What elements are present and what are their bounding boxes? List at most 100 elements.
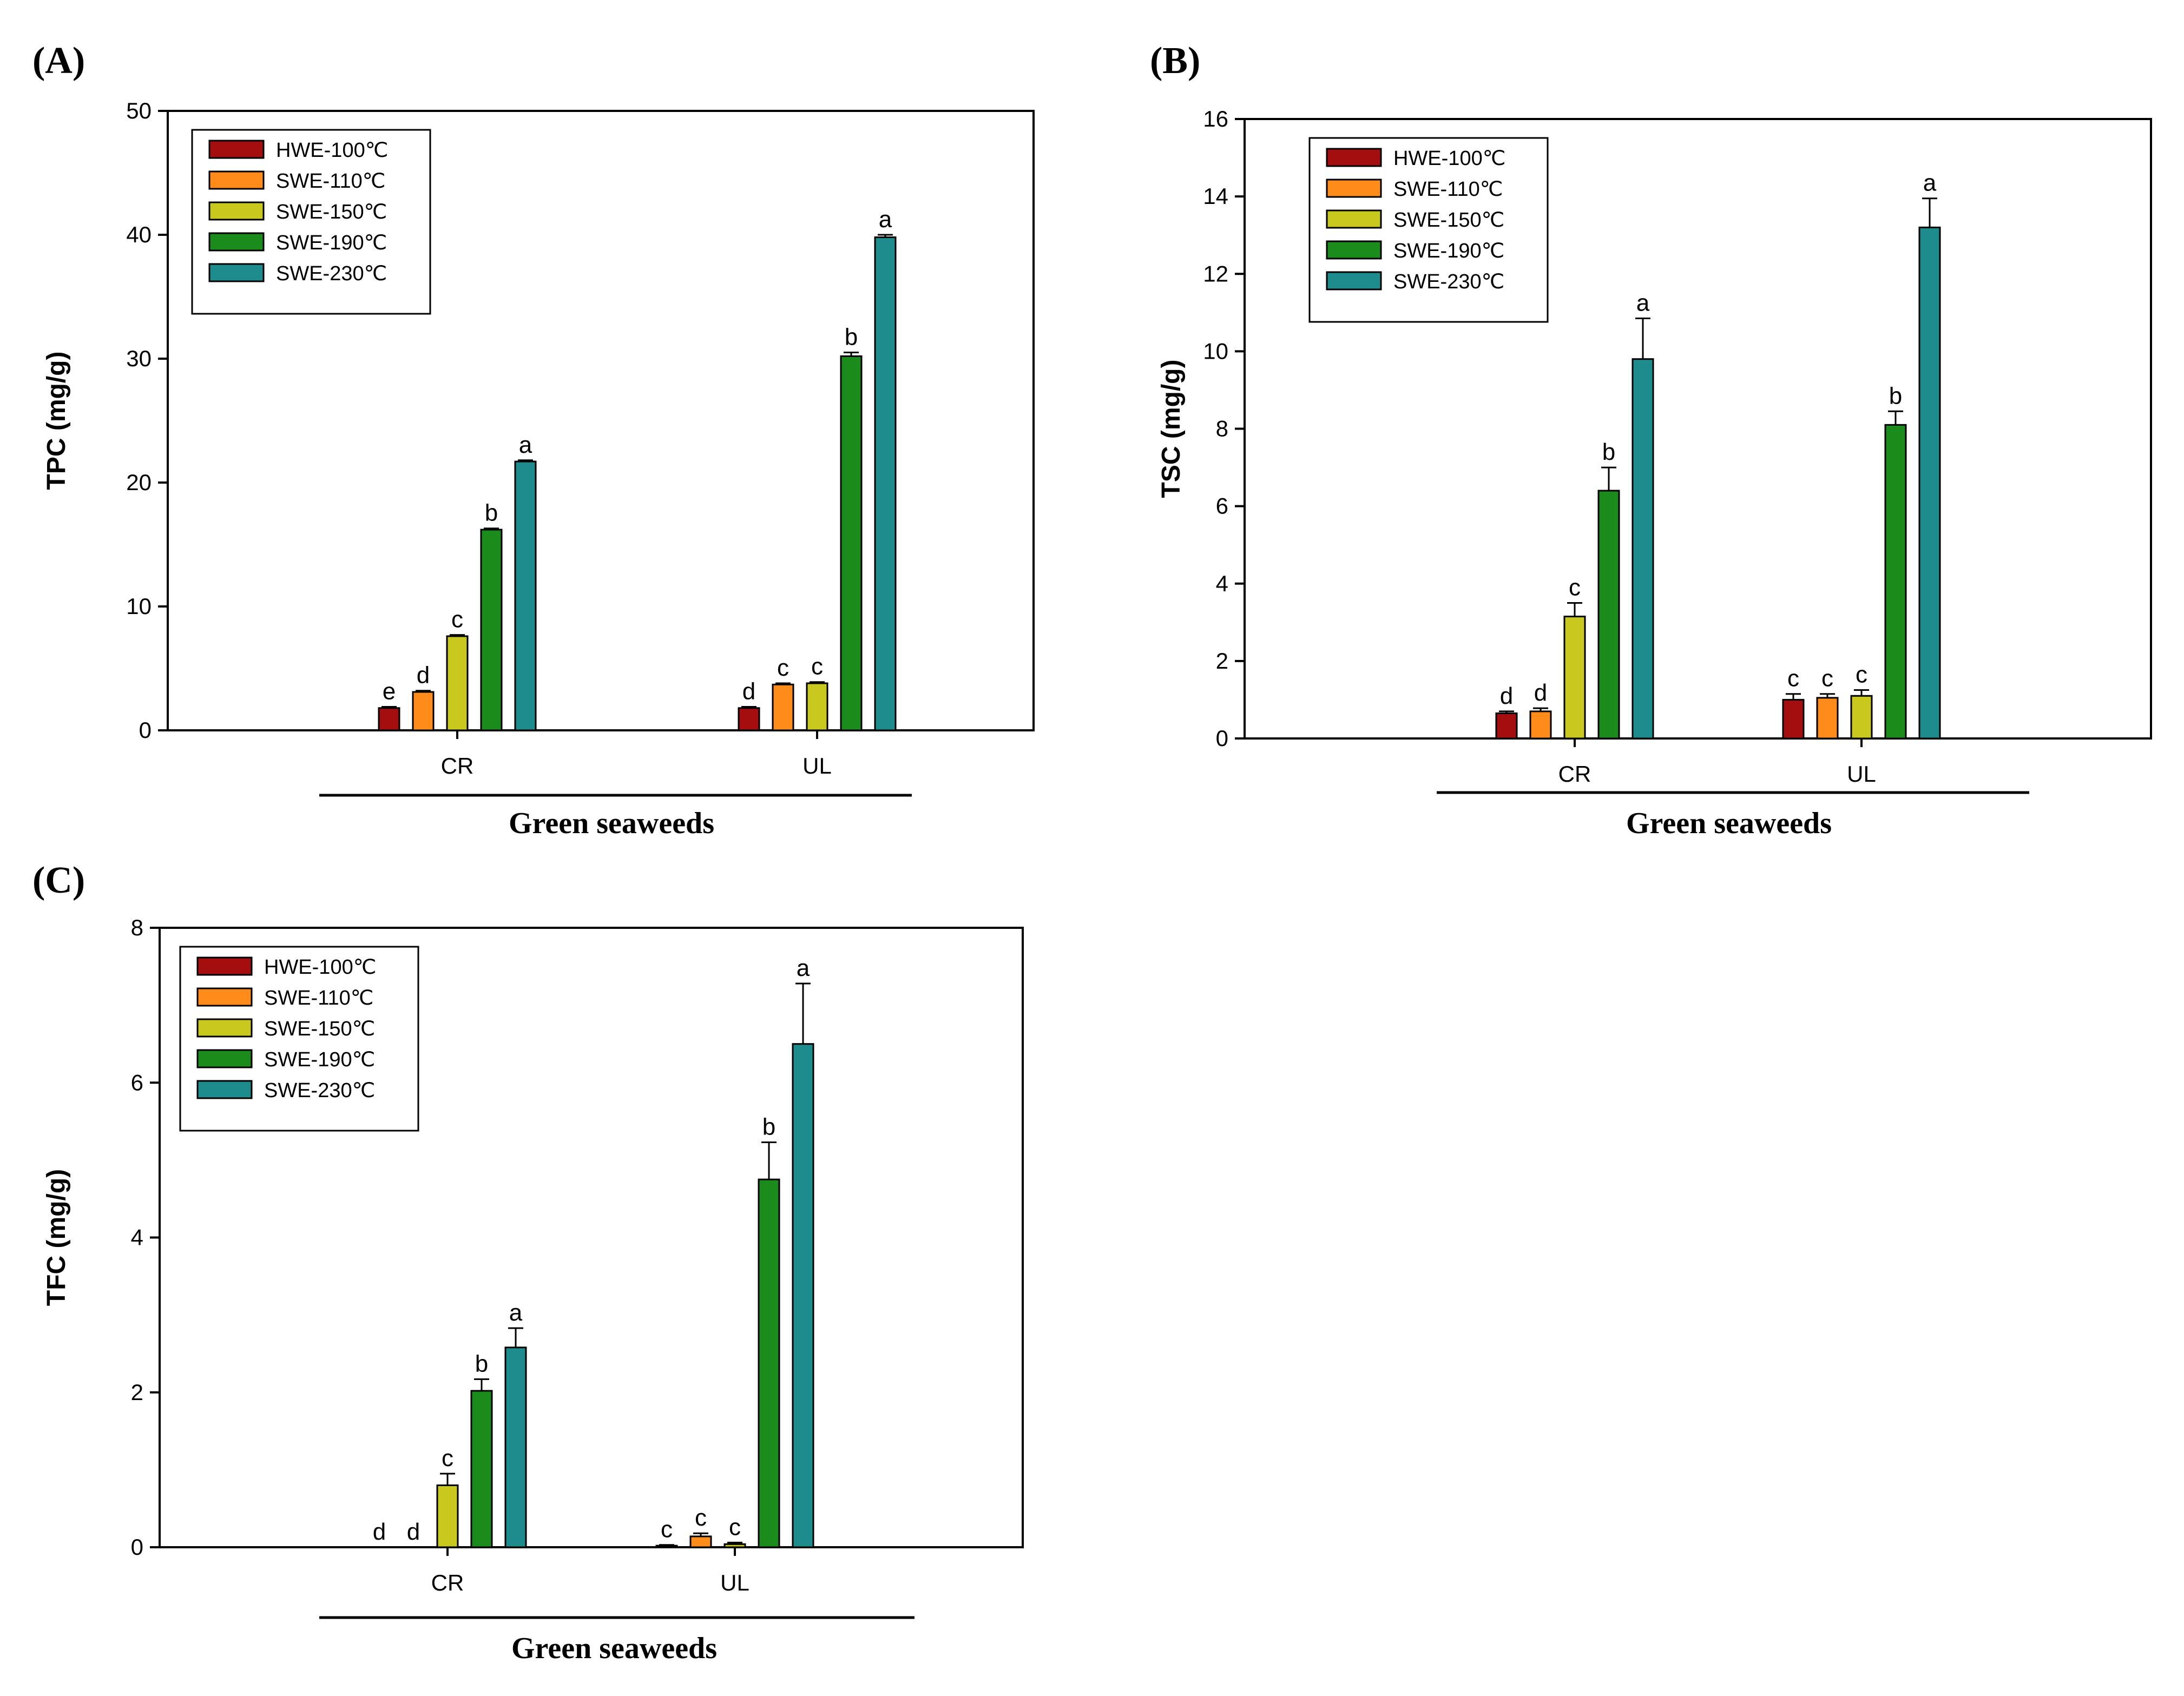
significance-letter: c	[1856, 662, 1867, 688]
x-tick-label: UL	[802, 753, 832, 778]
legend-box	[1308, 137, 1549, 323]
x-tick-label: UL	[720, 1570, 749, 1595]
significance-letter: a	[879, 206, 892, 233]
significance-letter: c	[1787, 665, 1799, 692]
y-tick-label: 8	[131, 915, 143, 940]
legend-swatch	[196, 1080, 253, 1099]
x-axis-label: Green seaweeds	[1626, 807, 1832, 840]
legend-label: SWE-190℃	[264, 1048, 375, 1071]
significance-letter: b	[475, 1350, 488, 1377]
bar	[874, 236, 897, 731]
bar	[792, 1043, 814, 1548]
significance-letter: c	[1569, 575, 1581, 601]
significance-letter: c	[729, 1514, 741, 1540]
y-tick-label: 2	[131, 1380, 143, 1405]
legend-swatch	[196, 1018, 253, 1038]
bar	[723, 1543, 746, 1548]
significance-letter: b	[845, 324, 858, 351]
plot-frame	[167, 110, 1035, 731]
bar	[1918, 226, 1941, 740]
y-tick-label: 40	[126, 222, 152, 247]
legend-label: HWE-100℃	[264, 956, 376, 979]
legend-label: HWE-100℃	[276, 139, 388, 162]
bar	[655, 1545, 678, 1548]
y-tick-label: 20	[126, 470, 152, 495]
significance-letter: b	[1889, 382, 1902, 409]
significance-letter: c	[442, 1445, 453, 1471]
legend-label: HWE-100℃	[1393, 147, 1505, 170]
bar	[1782, 698, 1805, 740]
y-tick-label: 4	[1216, 571, 1228, 596]
bar	[806, 682, 828, 731]
bar	[504, 1347, 527, 1548]
legend-swatch	[208, 263, 265, 282]
significance-letter: d	[417, 662, 430, 689]
significance-letter: e	[383, 678, 396, 704]
legend-swatch	[196, 987, 253, 1007]
y-tick-label: 0	[139, 717, 152, 743]
significance-letter: a	[1923, 170, 1937, 196]
bar	[514, 460, 537, 731]
bar	[1563, 616, 1586, 740]
bar	[436, 1484, 459, 1548]
x-tick-label: CR	[1558, 761, 1591, 787]
y-tick-label: 30	[126, 346, 152, 371]
y-tick-label: 16	[1203, 106, 1228, 131]
x-tick-label: CR	[441, 753, 474, 778]
x-axis-label: Green seaweeds	[509, 807, 714, 840]
bar	[772, 683, 794, 731]
significance-letter: d	[373, 1519, 386, 1545]
significance-letter: c	[811, 654, 823, 680]
legend-box	[191, 129, 431, 315]
significance-letter: b	[762, 1113, 775, 1140]
legend-label: SWE-230℃	[276, 262, 387, 285]
panel-label: (A)	[32, 40, 85, 82]
significance-letter: d	[742, 678, 755, 704]
legend-label: SWE-150℃	[264, 1018, 375, 1040]
significance-letter: d	[1534, 679, 1547, 706]
bar	[412, 691, 435, 731]
bar	[758, 1178, 780, 1548]
legend-swatch	[1326, 148, 1382, 167]
legend-label: SWE-230℃	[264, 1079, 375, 1102]
y-tick-label: 10	[1203, 338, 1228, 364]
legend-label: SWE-150℃	[276, 201, 387, 223]
legend-swatch	[196, 1049, 253, 1068]
panel-label: (B)	[1150, 40, 1200, 82]
legend-label: SWE-150℃	[1393, 209, 1504, 232]
bar	[738, 707, 760, 731]
bar	[480, 529, 503, 731]
significance-letter: c	[695, 1504, 707, 1531]
bar	[1529, 710, 1552, 740]
legend-label: SWE-230℃	[1393, 270, 1504, 293]
legend-label: SWE-190℃	[1393, 240, 1504, 262]
bar	[378, 707, 400, 731]
bar	[1850, 695, 1873, 740]
significance-letter: a	[797, 955, 810, 981]
y-axis-label: TPC (mg/g)	[42, 352, 71, 490]
bar	[840, 355, 863, 731]
legend-swatch	[208, 201, 265, 221]
x-tick-label: UL	[1847, 761, 1876, 787]
y-tick-label: 0	[131, 1534, 143, 1560]
legend-label: SWE-190℃	[276, 232, 387, 254]
legend-label: SWE-110℃	[276, 170, 385, 193]
bar	[1816, 697, 1839, 740]
bar	[689, 1535, 712, 1548]
significance-letter: c	[661, 1516, 673, 1543]
legend-swatch	[208, 232, 265, 252]
significance-letter: c	[451, 606, 463, 633]
significance-letter: c	[1821, 665, 1833, 692]
significance-letter: d	[407, 1519, 420, 1545]
significance-letter: a	[1636, 290, 1650, 316]
y-tick-label: 14	[1203, 183, 1228, 209]
significance-letter: d	[1500, 683, 1513, 709]
legend-swatch	[1326, 240, 1382, 260]
x-axis-label: Green seaweeds	[511, 1632, 717, 1665]
x-tick-label: CR	[431, 1570, 464, 1595]
bar	[446, 635, 469, 731]
